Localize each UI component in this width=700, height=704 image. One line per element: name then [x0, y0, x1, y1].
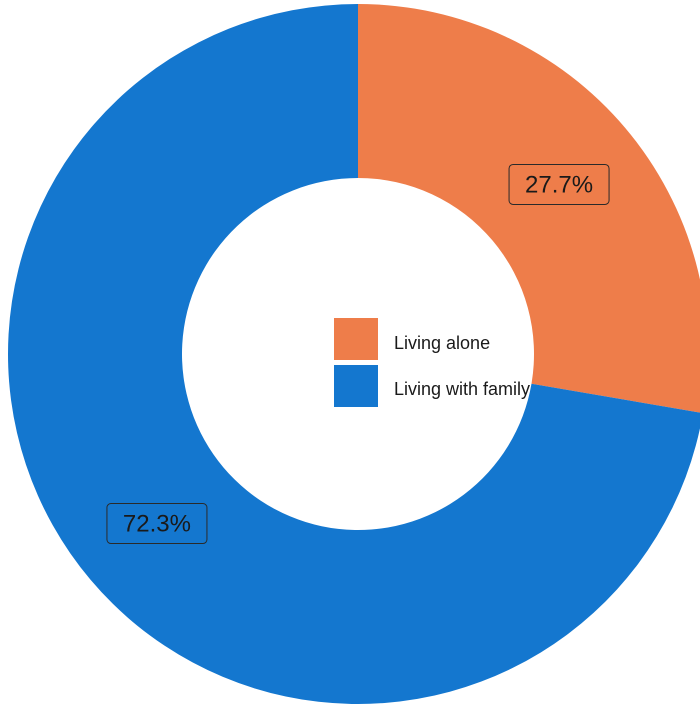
data-label-living-alone: 27.7%: [508, 163, 610, 205]
legend: Living alone Living with family: [334, 318, 530, 407]
data-label-box: [508, 163, 610, 205]
data-label-text: 27.7%: [525, 171, 593, 198]
legend-label-living-alone: Living alone: [394, 333, 490, 353]
legend-swatch-living-with-family: [334, 365, 378, 407]
legend-swatch-living-alone: [334, 318, 378, 360]
data-label-living-with-family: 72.3%: [106, 503, 208, 545]
slice-living-alone: [358, 4, 700, 413]
data-label-text: 72.3%: [123, 511, 191, 538]
data-labels-group: 27.7% 72.3%: [106, 163, 610, 545]
data-label-box: [106, 503, 208, 545]
legend-label-living-with-family: Living with family: [394, 379, 530, 399]
